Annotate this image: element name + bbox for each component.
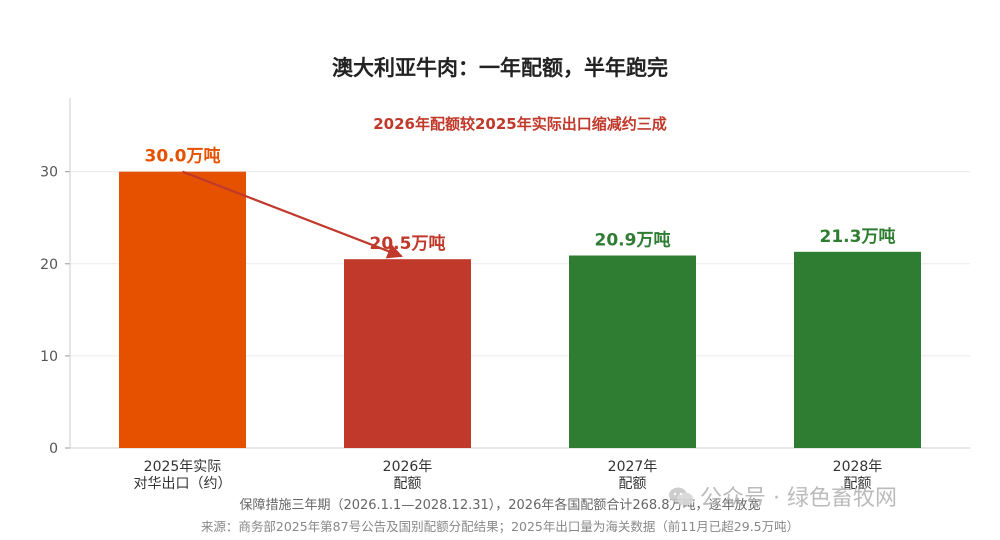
data-label: 30.0万吨 [145, 146, 221, 167]
y-tick-label: 10 [40, 349, 58, 365]
bar [794, 251, 921, 448]
x-tick-label: 2025年实际 [144, 459, 222, 475]
wechat-icon [669, 487, 693, 506]
y-tick-label: 20 [40, 257, 58, 273]
x-tick-label: 配额 [394, 476, 422, 492]
watermark: 公众号 · 绿色畜牧网 [668, 480, 897, 512]
x-tick-label: 对华出口（约） [134, 476, 232, 492]
y-tick-label: 0 [49, 441, 58, 457]
x-tick-label: 2027年 [608, 459, 658, 475]
footnote-source: 来源：商务部2025年第87号公告及国别配额分配结果；2025年出口量为海关数据… [200, 519, 800, 534]
data-label: 20.9万吨 [595, 230, 671, 251]
data-label: 21.3万吨 [820, 226, 896, 247]
decline-arrow [182, 170, 403, 259]
footnote-period: 保障措施三年期（2026.1.1—2028.12.31），2026年各国配额合计… [239, 498, 761, 513]
x-tick-label: 配额 [619, 476, 647, 492]
x-tick-label: 2026年 [383, 459, 433, 475]
x-tick-label: 2028年 [833, 459, 883, 475]
y-tick-label: 30 [40, 165, 58, 181]
bar [119, 171, 246, 448]
data-label: 20.5万吨 [370, 233, 446, 254]
bar [569, 255, 696, 448]
chart-title: 澳大利亚牛肉：一年配额，半年跑完 [332, 56, 668, 80]
chart-annotation: 2026年配额较2025年实际出口缩减约三成 [373, 115, 667, 133]
x-tick-label: 配额 [844, 476, 872, 492]
watermark-text: 公众号 · 绿色畜牧网 [700, 486, 897, 511]
bar [344, 259, 471, 448]
